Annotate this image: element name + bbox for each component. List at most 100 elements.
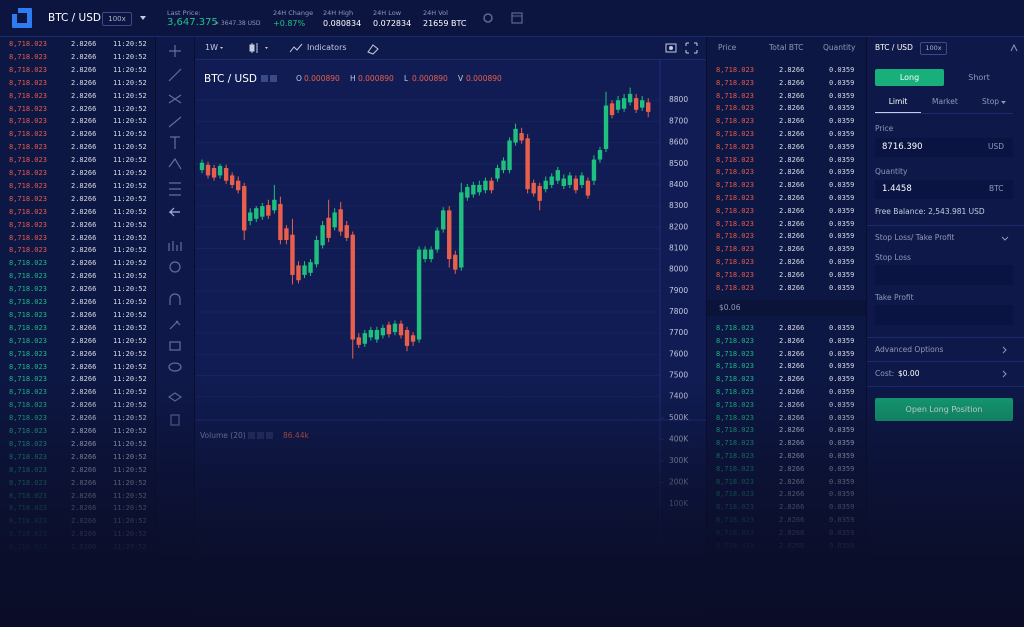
candle-body — [229, 175, 235, 185]
candle-body — [302, 265, 307, 275]
candle-body — [266, 205, 271, 216]
toolbar-icons[interactable] — [215, 37, 395, 59]
advanced-options[interactable]: Advanced Options — [875, 345, 944, 354]
candle-body — [525, 138, 530, 190]
book-cell: 2.8266 — [779, 206, 805, 215]
book-price: 8,718.023 — [716, 464, 754, 473]
trade-price: 8,718.023 — [9, 52, 47, 61]
trade-cell: 11:20:52 — [113, 246, 147, 255]
book-price: 8,718.023 — [716, 324, 754, 332]
trade-price: 8,718.023 — [9, 427, 47, 435]
trade-cell: 2.8266 — [71, 336, 97, 345]
chevron-right[interactable] — [1000, 345, 1010, 355]
candle-body — [308, 262, 313, 273]
stop-caret[interactable] — [1000, 98, 1008, 106]
trade-price: 8,718.023 — [9, 65, 47, 74]
order-type-tab[interactable]: Limit — [888, 97, 908, 106]
book-cell: 2.8266 — [779, 362, 805, 371]
trade-price: 8,718.023 — [9, 530, 47, 539]
candle-body — [489, 180, 494, 191]
collapse-icon[interactable] — [1008, 42, 1020, 54]
trade-cell: 2.8266 — [71, 478, 97, 487]
book-cell: 2.8266 — [779, 66, 805, 74]
ohlc-value: 0.000890 — [466, 74, 502, 83]
submit-button[interactable]: Open Long Position — [875, 398, 1013, 421]
candle-body — [495, 168, 500, 179]
book-cell: 2.8266 — [779, 503, 805, 512]
book-cell: 2.8266 — [779, 232, 805, 241]
trade-price: 8,718.023 — [9, 104, 47, 113]
trade-cell: 11:20:52 — [113, 349, 147, 358]
y-tick-label: 7900 — [669, 286, 688, 295]
y-tick-label: 8400 — [669, 180, 688, 189]
book-cell: 0.0359 — [829, 336, 855, 345]
trade-price: 8,718.023 — [9, 310, 47, 319]
trade-cell: 11:20:52 — [113, 388, 147, 397]
short-tab[interactable]: Short — [968, 73, 990, 82]
book-cell: 2.8266 — [779, 388, 805, 396]
trade-price: 8,718.023 — [9, 336, 47, 345]
trade-price: 8,718.023 — [9, 517, 47, 526]
book-price: 8,718.023 — [716, 541, 754, 550]
candle-body — [567, 175, 573, 185]
chart-actions[interactable] — [662, 37, 702, 59]
book-cell: 2.8266 — [779, 168, 805, 177]
trade-cell: 2.8266 — [71, 65, 97, 74]
candle-body — [368, 330, 374, 338]
book-header: Price — [718, 43, 737, 52]
trade-cell: 2.8266 — [71, 40, 97, 48]
long-tab[interactable]: Long — [875, 69, 944, 86]
trade-cell: 2.8266 — [71, 543, 97, 552]
order-type-tab[interactable]: Market — [932, 97, 958, 106]
volume-tick-label: 200K — [669, 477, 689, 486]
trade-price: 8,718.023 — [9, 117, 47, 126]
trade-price: 8,718.023 — [9, 543, 47, 552]
candle-body — [320, 225, 325, 246]
order-type-tab[interactable]: Stop — [982, 97, 1000, 106]
book-price: 8,718.023 — [716, 477, 754, 486]
pair: BTC / USD — [48, 12, 101, 24]
trade-price: 8,718.023 — [9, 181, 47, 190]
candle-body — [350, 234, 355, 340]
book-cell: 0.0359 — [829, 413, 855, 422]
price-input[interactable] — [875, 138, 1013, 157]
book-price: 8,718.023 — [716, 142, 754, 151]
candle-body — [471, 184, 476, 195]
book-cell: 2.8266 — [779, 194, 805, 202]
book-cell: 0.0359 — [829, 78, 855, 87]
leverage[interactable]: 100x — [102, 12, 132, 26]
header-icons[interactable] — [478, 0, 538, 36]
stat-label: 24H High — [323, 9, 354, 17]
y-tick-label: 8000 — [669, 265, 688, 274]
book-cell: 2.8266 — [779, 477, 805, 486]
interval[interactable]: 1W — [205, 43, 218, 52]
price-value: 8716.390 — [882, 142, 923, 152]
trade-cell: 2.8266 — [71, 388, 97, 397]
candle-body — [507, 140, 512, 171]
chevron-right[interactable] — [1000, 369, 1010, 379]
trade-cell: 11:20:52 — [113, 478, 147, 487]
indicators-button[interactable]: Indicators — [307, 43, 347, 52]
stop-loss-input[interactable] — [875, 265, 1013, 285]
trade-cell: 11:20:52 — [113, 452, 147, 461]
book-price: 8,718.023 — [716, 245, 754, 254]
candle-body — [549, 176, 554, 185]
trade-price: 8,718.023 — [9, 259, 47, 268]
book-price: 8,718.023 — [716, 117, 754, 126]
trade-cell: 11:20:52 — [113, 439, 147, 448]
pair-caret[interactable] — [138, 13, 148, 23]
form-leverage[interactable]: 100x — [920, 42, 947, 55]
sl-tp-toggle[interactable]: Stop Loss/ Take Profit — [875, 233, 955, 242]
quantity-value: 1.4458 — [882, 184, 912, 194]
book-cell: 2.8266 — [779, 117, 805, 126]
candle-body — [356, 337, 361, 345]
book-cell: 0.0359 — [829, 206, 855, 215]
book-cell: 0.0359 — [829, 400, 855, 409]
trade-cell: 11:20:52 — [113, 298, 147, 306]
chevron-down[interactable] — [1000, 234, 1010, 244]
take-profit-input[interactable] — [875, 305, 1013, 325]
quantity-input[interactable] — [875, 180, 1013, 199]
cost-value: $0.00 — [898, 369, 920, 378]
legend-icons[interactable] — [261, 74, 281, 84]
book-price: 8,718.023 — [716, 155, 754, 164]
